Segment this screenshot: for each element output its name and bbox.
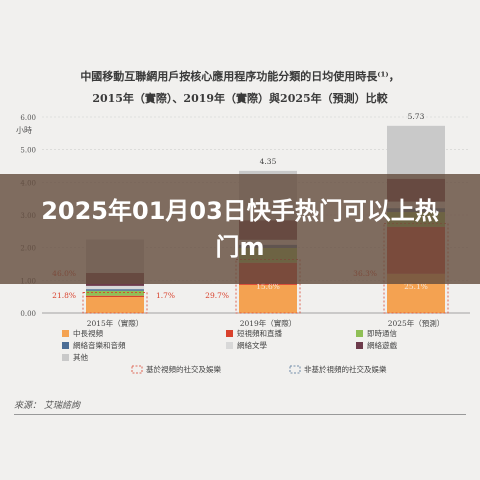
bracket-legend-label: 非基於視頻的社交及娛樂	[304, 364, 387, 374]
bar-segment	[86, 296, 144, 313]
pct-label: 25.1%	[404, 282, 428, 291]
y-tick-label: 6.00	[20, 114, 36, 122]
pct-label: 21.8%	[52, 291, 76, 300]
bar-segment	[86, 289, 144, 291]
pct-label: 15.6%	[256, 282, 280, 291]
overlay-banner: 2025年01月03日快手热门可以上热门m	[0, 174, 480, 284]
legend-label: 網絡文學	[237, 340, 267, 350]
legend-swatch	[226, 330, 233, 337]
pct-label: 1.7%	[156, 291, 175, 300]
overlay-title: 2025年01月03日快手热门可以上热门m	[41, 197, 439, 261]
legend-swatch	[226, 342, 233, 349]
source-line: 來源： 艾瑞諮詢	[14, 398, 466, 415]
bar-segment	[239, 284, 297, 313]
bracket-legend-label: 基於視頻的社交及娛樂	[146, 364, 221, 374]
legend-label: 即時通信	[367, 328, 397, 338]
legend-swatch	[356, 330, 363, 337]
legend-swatch	[356, 342, 363, 349]
total-label: 4.35	[260, 157, 277, 166]
total-label: 5.73	[408, 112, 425, 121]
bar-segment	[86, 295, 144, 297]
bar-segment	[387, 125, 445, 179]
legend-label: 中長視頻	[73, 328, 103, 338]
legend-label: 網絡音樂和音頻	[73, 340, 126, 350]
legend-label: 網絡遊戲	[367, 340, 397, 350]
y-tick-label: 5.00	[20, 147, 36, 155]
legend-label: 其他	[73, 352, 88, 362]
y-tick-label: 0.00	[20, 310, 36, 318]
x-tick-label: 2015年（實際）	[87, 318, 144, 328]
bar-segment	[86, 285, 144, 290]
x-tick-label: 2025年（預測）	[388, 318, 445, 328]
bar-segment	[86, 290, 144, 296]
legend-swatch	[62, 330, 69, 337]
source-label: 來源：	[14, 401, 42, 411]
chart-title: 中國移動互聯網用戶按核心應用程序功能分類的日均使用時長⁽¹⁾，	[80, 70, 400, 83]
x-tick-label: 2019年（實際）	[240, 318, 297, 328]
legend-swatch	[62, 354, 69, 361]
legend-label: 短視頻和直播	[237, 328, 282, 338]
chart-title-block: 中國移動互聯網用戶按核心應用程序功能分類的日均使用時長⁽¹⁾， 2015年（實際…	[0, 66, 480, 110]
bracket-legend-swatch	[131, 365, 143, 374]
bracket-box-video	[82, 292, 148, 314]
y-axis-label: 小時	[16, 126, 32, 135]
source-text: 艾瑞諮詢	[43, 401, 80, 411]
legend-swatch	[62, 342, 69, 349]
bracket-legend-swatch	[289, 365, 301, 374]
chart-subtitle: 2015年（實際）、2019年（實際）與2025年（預測）比較	[92, 92, 388, 105]
pct-label: 29.7%	[205, 291, 229, 300]
